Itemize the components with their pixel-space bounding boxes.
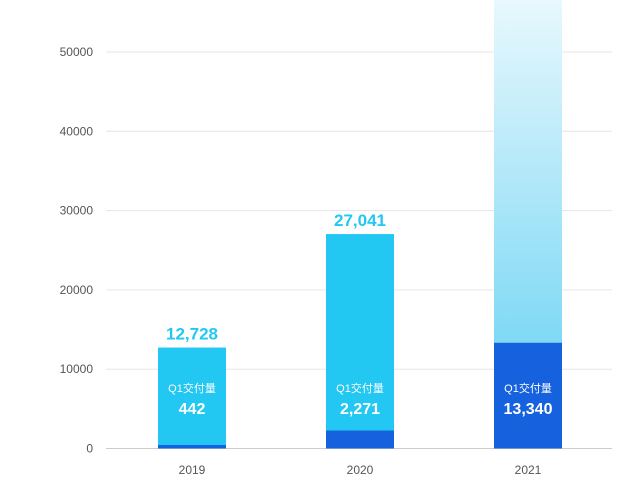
x-tick-label: 2019: [179, 463, 206, 477]
y-tick-label: 20000: [60, 283, 94, 297]
total-bar-fade: [494, 0, 562, 343]
q1-caption: Q1交付量: [504, 381, 552, 395]
y-tick-label: 30000: [60, 204, 94, 218]
y-tick-label: 10000: [60, 362, 94, 376]
y-tick-label: 0: [86, 442, 93, 456]
total-bar: [158, 347, 226, 449]
q1-value-label: 442: [179, 401, 206, 418]
y-tick-label: 40000: [60, 124, 94, 138]
x-tick-label: 2020: [347, 463, 374, 477]
q1-value-label: 2,271: [340, 401, 380, 418]
x-tick-label: 2021: [515, 463, 542, 477]
axes: 0 10000 20000 30000 40000 50000 2019 2020 2021: [60, 45, 542, 477]
data-labels: 12,728 Q1交付量 442 27,041 Q1交付量 2,271 Q1交付量 13,34…: [166, 211, 553, 418]
total-value-label: 27,041: [334, 211, 386, 230]
bars: [158, 0, 562, 449]
q1-bar: [494, 342, 562, 449]
q1-bar: [158, 444, 226, 449]
q1-caption: Q1交付量: [336, 381, 384, 395]
q1-bar: [326, 430, 394, 449]
q1-caption: Q1交付量: [168, 381, 216, 395]
total-bar: [326, 234, 394, 449]
q1-value-label: 13,340: [504, 401, 553, 418]
total-value-label: 12,728: [166, 325, 218, 344]
y-tick-label: 50000: [60, 45, 94, 59]
